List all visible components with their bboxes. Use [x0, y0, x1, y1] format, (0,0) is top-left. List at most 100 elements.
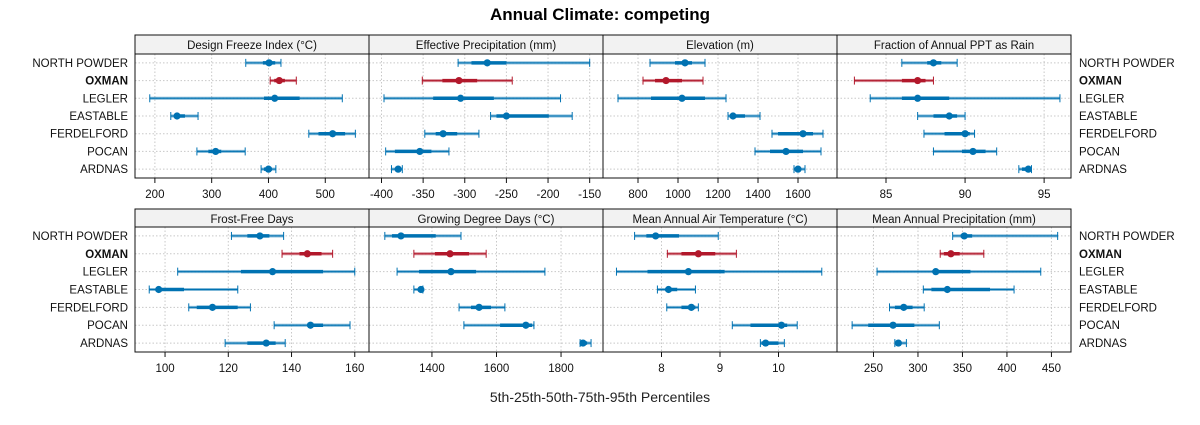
median-point: [275, 76, 283, 85]
x-tick-label: 1600: [484, 363, 510, 375]
panel-strip: [603, 35, 837, 54]
site-label-right: OXMAN: [1079, 76, 1122, 88]
site-label-left: FERDELFORD: [50, 302, 128, 314]
x-tick-label: 9: [717, 363, 723, 375]
median-point: [306, 321, 315, 329]
panel-strip: [837, 209, 1071, 227]
panel-border: [368, 208, 604, 353]
site-label-left: NORTH POWDER: [32, 58, 128, 70]
median-point: [782, 147, 790, 156]
x-tick-label: 1000: [665, 189, 691, 201]
site-label-right: ARDNAS: [1079, 164, 1127, 176]
x-tick-label: 1400: [745, 189, 771, 201]
site-label-left: ARDNAS: [80, 164, 128, 176]
site-label-right: POCAN: [1079, 320, 1120, 332]
median-point: [652, 232, 660, 240]
median-point: [943, 285, 951, 294]
panel-border: [134, 208, 370, 353]
median-point: [457, 94, 465, 102]
median-point: [502, 112, 511, 120]
site-label-right: LEGLER: [1079, 93, 1124, 105]
x-tick-label: 450: [1042, 363, 1061, 375]
median-point: [416, 147, 424, 156]
x-tick-label: 200: [145, 189, 164, 201]
median-point: [664, 285, 673, 294]
median-point: [945, 112, 953, 120]
median-point: [932, 268, 940, 276]
median-point: [947, 250, 955, 258]
median-point: [684, 268, 693, 276]
x-tick-label: 800: [628, 189, 647, 201]
site-label-right: LEGLER: [1079, 267, 1124, 279]
x-tick-label: 300: [908, 363, 927, 375]
site-label-right: NORTH POWDER: [1079, 58, 1175, 70]
median-point: [483, 59, 491, 67]
median-point: [914, 76, 922, 85]
median-point: [894, 339, 902, 347]
x-tick-label: 120: [219, 363, 238, 375]
median-point: [687, 303, 695, 311]
panel-strip: [603, 209, 837, 227]
panel-strip: [369, 209, 603, 227]
median-point: [397, 232, 405, 240]
site-label-right: POCAN: [1079, 146, 1120, 158]
median-point: [264, 165, 273, 173]
x-tick-label: 1200: [705, 189, 731, 201]
x-tick-label: -200: [537, 189, 560, 201]
median-point: [208, 303, 217, 311]
median-point: [155, 285, 163, 294]
x-tick-label: -250: [495, 189, 518, 201]
panel-title: Elevation (m): [686, 40, 754, 52]
median-point: [1024, 165, 1032, 173]
x-tick-label: 350: [953, 363, 972, 375]
x-tick-label: 140: [282, 363, 301, 375]
x-tick-label: 1400: [419, 363, 445, 375]
x-tick-label: -150: [578, 189, 601, 201]
median-point: [678, 94, 686, 102]
panel-border: [134, 34, 370, 179]
median-point: [475, 303, 483, 311]
median-point: [729, 112, 737, 120]
site-label-left: EASTABLE: [69, 111, 128, 123]
site-label-right: OXMAN: [1079, 249, 1122, 261]
median-point: [900, 303, 908, 311]
median-point: [799, 130, 807, 138]
x-tick-label: 95: [1038, 189, 1051, 201]
panel-title: Frost-Free Days: [210, 214, 293, 226]
x-tick-label: 250: [864, 363, 883, 375]
site-label-right: ARDNAS: [1079, 338, 1127, 350]
median-point: [579, 339, 587, 347]
panel-title: Effective Precipitation (mm): [416, 40, 557, 52]
median-point: [681, 59, 689, 67]
x-tick-label: 8: [658, 363, 664, 375]
panel-strip: [369, 35, 603, 54]
site-label-right: FERDELFORD: [1079, 129, 1157, 141]
x-axis-label: 5th-25th-50th-75th-95th Percentiles: [489, 389, 711, 405]
x-tick-label: 400: [997, 363, 1016, 375]
site-label-left: NORTH POWDER: [32, 231, 128, 243]
median-point: [929, 59, 938, 67]
median-point: [960, 232, 968, 240]
site-label-left: OXMAN: [85, 249, 128, 261]
x-tick-label: 1600: [785, 189, 811, 201]
site-label-left: POCAN: [87, 146, 128, 158]
median-point: [439, 130, 447, 138]
panel-title: Growing Degree Days (°C): [418, 214, 555, 226]
median-point: [446, 250, 454, 258]
x-tick-label: -400: [370, 189, 393, 201]
median-point: [271, 94, 279, 102]
x-tick-label: 300: [202, 189, 221, 201]
x-tick-label: 85: [880, 189, 893, 201]
site-label-left: LEGLER: [83, 93, 128, 105]
site-label-left: POCAN: [87, 320, 128, 332]
median-point: [777, 321, 786, 329]
site-label-left: EASTABLE: [69, 285, 128, 297]
median-point: [256, 232, 264, 240]
median-point: [969, 147, 977, 156]
panel-title: Fraction of Annual PPT as Rain: [874, 40, 1034, 52]
median-point: [265, 59, 273, 67]
median-point: [794, 165, 802, 173]
x-tick-label: -300: [453, 189, 476, 201]
x-tick-label: 10: [772, 363, 785, 375]
